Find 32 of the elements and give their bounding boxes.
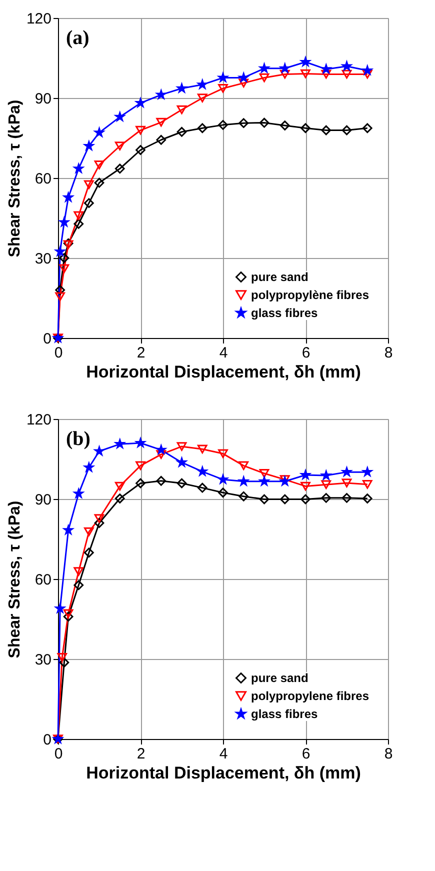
x-tick-label: 2 (136, 344, 146, 362)
annotation: (b) (66, 428, 90, 450)
x-tick-label: 0 (54, 344, 63, 362)
y-tick-label: 120 (26, 10, 52, 28)
y-axis-title: Shear Stress, τ (kPa) (6, 100, 24, 258)
x-tick-label: 0 (54, 746, 63, 762)
y-tick-label: 30 (34, 250, 52, 268)
y-axis-title: Shear Stress, τ (kPa) (6, 500, 24, 658)
x-tick-label: 6 (302, 746, 310, 762)
x-tick-label: 8 (384, 746, 393, 762)
legend-label: glass fibres (251, 306, 318, 320)
legend-label: pure sand (251, 671, 308, 685)
legend-label: glass fibres (251, 707, 318, 721)
x-tick-label: 8 (384, 344, 393, 362)
x-axis-title: Horizontal Displacement, δh (mm) (86, 362, 361, 382)
annotation: (a) (66, 27, 90, 49)
x-tick-label: 4 (219, 746, 228, 762)
y-tick-label: 30 (34, 652, 52, 668)
legend-label: polypropylène fibres (251, 288, 370, 302)
y-tick-label: 60 (34, 170, 52, 188)
y-tick-label: 120 (26, 412, 52, 428)
x-tick-label: 2 (136, 746, 146, 762)
y-tick-label: 0 (43, 732, 52, 748)
y-tick-label: 60 (34, 572, 52, 588)
y-tick-label: 90 (34, 90, 52, 108)
x-tick-label: 4 (219, 344, 228, 362)
legend-label: pure sand (251, 270, 308, 284)
x-tick-label: 6 (302, 344, 310, 362)
legend-label: polypropylene fibres (251, 689, 370, 703)
x-axis-title: Horizontal Displacement, δh (mm) (86, 764, 361, 782)
y-tick-label: 90 (34, 492, 52, 508)
y-tick-label: 0 (43, 330, 52, 348)
